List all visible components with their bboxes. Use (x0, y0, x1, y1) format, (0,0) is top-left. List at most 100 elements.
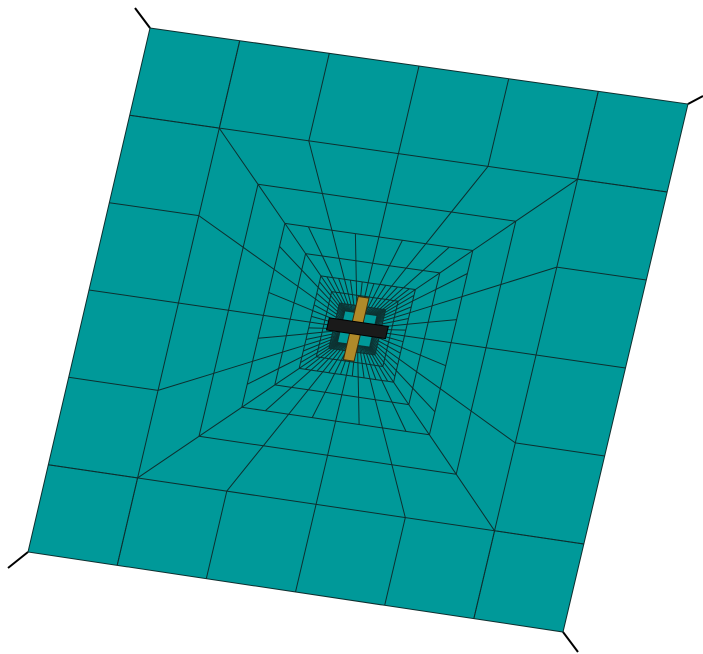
mesh-edge (381, 298, 386, 300)
mesh-edge (428, 434, 457, 475)
mesh-edge (374, 322, 383, 325)
mesh-edge (257, 335, 287, 339)
mesh-edge (252, 351, 283, 362)
mesh-edge (425, 243, 450, 248)
mesh-edge (389, 333, 391, 339)
mesh-edge (368, 307, 375, 315)
mesh-edge (377, 343, 387, 351)
mesh-edge (308, 140, 323, 194)
mesh-edge (338, 305, 345, 314)
mesh-edge (315, 293, 318, 300)
mesh-edge (345, 361, 351, 376)
mesh-edge (382, 317, 395, 322)
mesh-edge (246, 368, 279, 385)
mesh-edge (392, 401, 409, 406)
mesh-edge (374, 364, 379, 367)
mesh-edge (317, 344, 320, 349)
mesh-edge (412, 295, 415, 302)
mesh-edge (338, 278, 345, 294)
mesh-edge (337, 359, 342, 361)
mesh-edge (359, 424, 383, 429)
mesh-edge (472, 220, 517, 251)
mesh-edge (319, 275, 322, 282)
mesh-edge (322, 330, 333, 333)
mesh-edge (341, 394, 359, 398)
mesh-edge (340, 302, 347, 312)
mesh-edge (306, 327, 310, 334)
mesh-edge (68, 376, 159, 391)
mesh-edge (398, 358, 417, 373)
mesh-edge (371, 336, 379, 342)
mesh-edge (387, 341, 390, 347)
mesh-edge (405, 430, 430, 436)
mesh-edge (341, 375, 347, 395)
mesh-edge (268, 269, 275, 293)
mesh-edge (310, 310, 314, 317)
mesh-edge (338, 277, 345, 280)
mesh-edge (383, 312, 396, 319)
mesh-edge (382, 362, 385, 367)
mesh-edge (466, 250, 474, 274)
mesh-edge (303, 344, 320, 352)
mesh-edge (324, 348, 335, 359)
mesh-edge (413, 289, 416, 296)
mesh-edge (313, 304, 328, 313)
mesh-edge (361, 363, 365, 378)
mesh-edge (340, 373, 347, 376)
mesh-edge (389, 265, 407, 269)
mesh-edge (373, 298, 382, 309)
mesh-edge (337, 308, 345, 316)
mesh-edge (305, 253, 323, 257)
mesh-edge (349, 280, 353, 295)
mesh-edge (349, 361, 354, 363)
mesh-edge (372, 308, 381, 316)
mesh-edge (485, 347, 537, 356)
mesh-edge (278, 351, 283, 369)
mesh-edge (450, 319, 458, 343)
mesh-edge (397, 358, 400, 365)
mesh-edge (470, 410, 516, 444)
mesh-edge (408, 312, 411, 319)
mesh-edge (257, 315, 264, 339)
corner-tick (562, 631, 579, 653)
mesh-edge (352, 375, 359, 378)
mesh-edge (375, 314, 385, 320)
mesh-edge (308, 389, 326, 393)
mesh-edge (325, 391, 342, 396)
mesh-edge (311, 315, 326, 321)
mesh-edge (422, 246, 450, 271)
corner-tick (134, 7, 151, 29)
mesh-edge (389, 240, 403, 266)
mesh-edge (205, 490, 228, 579)
mesh-edge (415, 272, 441, 290)
mesh-edge (313, 298, 316, 305)
mesh-edge (371, 354, 380, 367)
mesh-edge (338, 258, 345, 280)
mesh-edge (337, 311, 344, 318)
mesh-edge (273, 246, 280, 270)
mesh-edge (536, 354, 626, 369)
mesh-edge (351, 362, 355, 377)
mesh-edge (367, 346, 373, 355)
mesh-edge (337, 309, 345, 317)
mesh-edge (268, 291, 295, 304)
mesh-edge (332, 342, 341, 350)
mesh-edge (487, 78, 510, 167)
mesh-edge (424, 338, 452, 344)
mesh-edge (372, 262, 390, 267)
mesh-edge (368, 283, 375, 298)
mesh-edge (376, 312, 386, 318)
mesh-edge (386, 153, 399, 203)
mesh-edge (403, 287, 410, 290)
mesh-edge (451, 342, 487, 349)
mesh-edge (262, 413, 290, 447)
mesh-edge (395, 306, 412, 314)
mesh-edge (323, 319, 326, 325)
mesh-edge (241, 406, 266, 412)
mesh-edge (375, 320, 384, 324)
mesh-edge (362, 281, 369, 284)
mesh-edge (328, 299, 331, 304)
mesh-edge (330, 295, 340, 307)
mesh-edge (369, 345, 376, 354)
mesh-edge (375, 317, 384, 322)
